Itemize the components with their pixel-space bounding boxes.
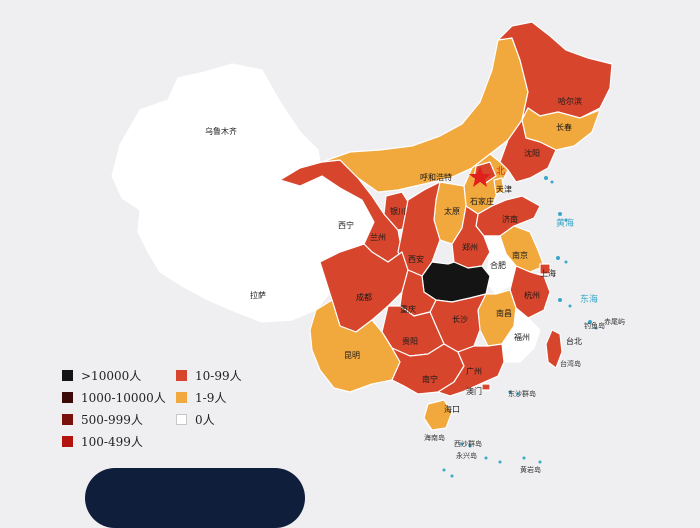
legend-label: 0人 <box>195 412 215 427</box>
legend-item-over-10000: >10000人 <box>62 366 141 384</box>
sea-label-yellow-sea: 黄海 <box>556 217 574 229</box>
city-label-hohhot: 呼和浩特 <box>420 172 452 182</box>
city-label-shanghai: 上海 <box>540 268 556 278</box>
city-label-chongqing: 重庆 <box>400 304 416 314</box>
coastal-islands <box>442 176 598 478</box>
city-label-urumqi: 乌鲁木齐 <box>205 126 237 136</box>
province-guangdong <box>437 343 505 397</box>
legend-label: 1000-10000人 <box>81 390 166 405</box>
city-label-macau: 澳门 <box>466 386 482 396</box>
province-tibet <box>137 191 333 323</box>
legend-label: 500-999人 <box>81 412 143 427</box>
legend-item-10-99: 10-99人 <box>176 366 242 384</box>
province-taiwan <box>545 329 563 369</box>
legend-label: 1-9人 <box>195 390 227 405</box>
city-label-tianjin: 天津 <box>496 184 512 194</box>
city-label-hangzhou: 杭州 <box>524 290 540 300</box>
city-label-shijiazhuang: 石家庄 <box>470 196 494 206</box>
city-label-taipei: 台北 <box>566 336 582 346</box>
province-shaanxi <box>397 181 441 277</box>
legend-swatch <box>62 369 73 381</box>
province-hainan <box>423 399 453 431</box>
china-map-svg: 乌鲁木齐 拉萨 西宁 兰州 银川 呼和浩特 哈尔滨 长春 沈阳 北 天津 石家庄… <box>111 21 625 478</box>
city-label-taiyuan: 太原 <box>444 206 460 216</box>
city-label-changsha: 长沙 <box>452 314 468 324</box>
city-label-nanchang: 南昌 <box>496 308 512 318</box>
province-tianjin <box>493 177 505 195</box>
city-label-nanning: 南宁 <box>422 374 438 384</box>
legend-swatch <box>62 413 73 425</box>
legend: >10000人 1000-10000人 500-999人 100-499人 10… <box>62 366 312 456</box>
legend-item-1000-10000: 1000-10000人 <box>62 388 166 406</box>
sea-label-east-sea: 东海 <box>580 293 598 305</box>
city-label-nanjing: 南京 <box>512 250 528 260</box>
city-label-xining: 西宁 <box>338 220 354 230</box>
legend-item-1-9: 1-9人 <box>176 388 226 406</box>
island-label-yongxing: 永兴岛 <box>456 451 477 460</box>
city-label-harbin: 哈尔滨 <box>558 96 582 106</box>
legend-swatch <box>176 391 187 403</box>
province-hongkong <box>481 383 491 391</box>
city-label-xian: 西安 <box>408 254 424 264</box>
city-label-lanzhou: 兰州 <box>370 232 386 242</box>
island-label-hainan: 海南岛 <box>424 433 445 442</box>
capital-star-icon <box>469 166 491 187</box>
city-label-zhengzhou: 郑州 <box>462 242 478 252</box>
city-label-shenyang: 沈阳 <box>524 148 540 158</box>
city-label-chengdu: 成都 <box>356 292 372 302</box>
legend-label: 100-499人 <box>81 434 143 449</box>
legend-item-100-499: 100-499人 <box>62 432 143 450</box>
city-label-yinchuan: 银川 <box>390 206 406 216</box>
island-label-chiwei: 赤尾屿 <box>604 317 625 326</box>
island-label-taiwan: 台湾岛 <box>560 359 581 368</box>
city-label-kunming: 昆明 <box>344 351 360 360</box>
island-label-dongsha: 东沙群岛 <box>508 389 536 398</box>
legend-swatch <box>176 413 187 425</box>
city-label-guangzhou: 广州 <box>466 366 482 376</box>
legend-item-500-999: 500-999人 <box>62 410 143 428</box>
legend-swatch <box>62 391 73 403</box>
city-label-beijing: 北 <box>496 166 505 177</box>
province-heilongjiang <box>497 21 613 121</box>
city-label-hefei: 合肥 <box>490 260 506 270</box>
city-label-jinan: 济南 <box>502 214 518 224</box>
legend-label: >10000人 <box>81 368 142 383</box>
china-map: 乌鲁木齐 拉萨 西宁 兰州 银川 呼和浩特 哈尔滨 长春 沈阳 北 天津 石家庄… <box>111 21 625 478</box>
city-label-lhasa: 拉萨 <box>250 290 266 300</box>
province-shanghai <box>539 263 551 275</box>
bottom-banner <box>85 468 305 528</box>
city-label-guiyang: 贵阳 <box>402 336 418 346</box>
legend-swatch <box>62 435 73 447</box>
province-anhui <box>483 235 517 295</box>
legend-swatch <box>176 369 187 381</box>
legend-item-0: 0人 <box>176 410 215 428</box>
island-label-xisha: 西沙群岛 <box>454 439 482 448</box>
city-label-fuzhou: 福州 <box>514 333 530 342</box>
island-label-huangyan: 黄岩岛 <box>520 465 541 474</box>
island-label-diaoyu: 钓鱼岛 <box>584 321 605 330</box>
city-label-haikou: 海口 <box>444 404 460 414</box>
legend-label: 10-99人 <box>195 368 242 383</box>
city-label-changchun: 长春 <box>556 122 572 132</box>
